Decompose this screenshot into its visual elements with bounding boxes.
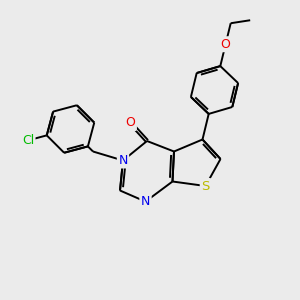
Text: N: N bbox=[118, 154, 128, 167]
Text: O: O bbox=[126, 116, 135, 130]
Text: S: S bbox=[201, 179, 210, 193]
Text: Cl: Cl bbox=[22, 134, 34, 147]
Text: N: N bbox=[141, 195, 150, 208]
Text: O: O bbox=[221, 38, 230, 51]
